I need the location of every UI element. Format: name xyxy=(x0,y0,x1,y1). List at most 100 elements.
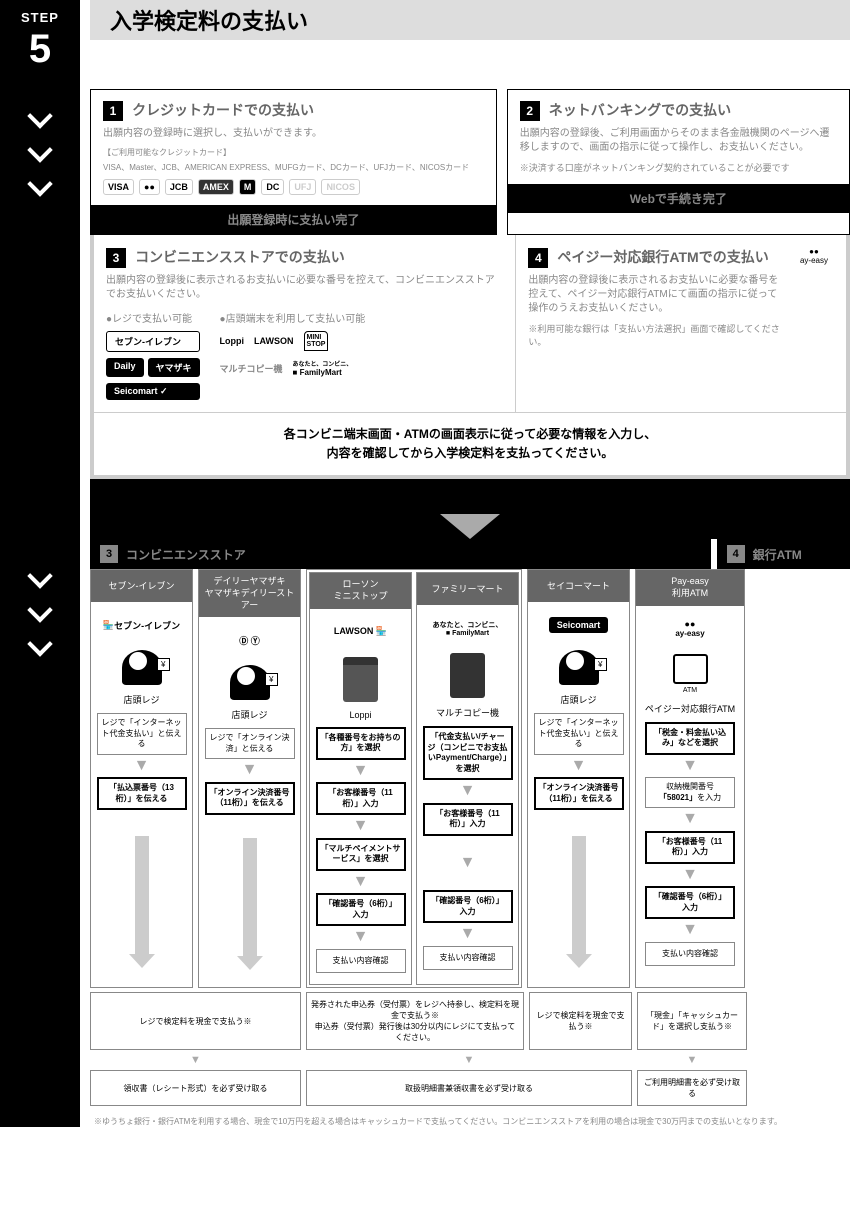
flow-step: 「各種番号をお持ちの方」を選択 xyxy=(316,727,406,760)
arrow-down-icon xyxy=(440,514,500,539)
method-note: ※決済する口座がネットバンキング契約されていることが必要です xyxy=(520,161,837,174)
sidebar-chevrons-2 xyxy=(0,539,80,1127)
flow-step: 「確認番号（6桁）」入力 xyxy=(645,886,735,919)
register-label: ●レジで支払い可能 xyxy=(106,310,200,325)
arrow-icon: ▼ xyxy=(353,876,369,889)
flow-step: 「代金支払い/チャージ（コンビニでお支払いPayment/Charge）」を選択 xyxy=(423,726,513,780)
flow-step: 「マルチペイメントサービス」を選択 xyxy=(316,838,406,871)
mastercard-icon: ●● xyxy=(139,179,160,195)
arrow-icon: ▼ xyxy=(637,1054,747,1066)
method-title: コンビニエンスストアでの支払い xyxy=(135,249,345,265)
footnote: ※ゆうちょ銀行・銀行ATMを利用する場合、現金で10万円を超える場合はキャッシュ… xyxy=(90,1116,850,1127)
flow-step: 「お客様番号（11桁）」入力 xyxy=(423,803,513,836)
arrow-icon: ▼ xyxy=(460,785,476,798)
method-credit-card: 1 クレジットカードでの支払い 出願内容の登録時に選択し、支払いができます。 【… xyxy=(90,89,497,235)
arrow-icon: ▼ xyxy=(682,924,698,937)
terminal-label: マルチコピー機 xyxy=(436,706,499,719)
flow-header: Pay-easy 利用ATM xyxy=(636,570,744,605)
flow-step: 「オンライン決済番号（11桁）」を伝える xyxy=(534,777,624,810)
payeasy-logo: ●●ay-easy xyxy=(794,247,834,348)
arrow-icon: ▼ xyxy=(90,1054,301,1066)
jcb-icon: JCB xyxy=(165,179,193,195)
flow-step: 「払込票番号（13桁）」を伝える xyxy=(97,777,187,810)
terminal-label: 店頭レジ xyxy=(560,693,596,706)
method-desc: 出願内容の登録後、ご利用画面からそのまま各金融機関のページへ遷移しますので、画面… xyxy=(520,127,837,155)
section-3-header: 3 コンビニエンスストア xyxy=(90,539,711,569)
section-4-header: 4 銀行ATM xyxy=(717,539,850,569)
flow-step: 「お客様番号（11桁）」入力 xyxy=(316,782,406,815)
seven-eleven-logo: セブン-イレブン xyxy=(106,331,200,352)
nicos-icon: NICOS xyxy=(321,179,360,195)
amex-icon: AMEX xyxy=(198,179,234,195)
method-title: ペイジー対応銀行ATMでの支払い xyxy=(557,249,768,265)
arrow-icon: ▼ xyxy=(682,813,698,826)
step-indicator: STEP 5 xyxy=(0,0,80,79)
flow-familymart: ファミリーマート あなたと、コンビニ、■ FamilyMart マルチコピー機 … xyxy=(416,572,519,985)
arrow-icon: ▼ xyxy=(682,760,698,773)
cards-subtitle: 【ご利用可能なクレジットカード】 xyxy=(103,147,484,158)
combined-methods-box: 3 コンビニエンスストアでの支払い 出願内容の登録後に表示されるお支払いに必要な… xyxy=(90,235,850,479)
receipt-instruction: 取扱明細書兼領収書を必ず受け取る xyxy=(306,1070,632,1106)
multicopy-label: マルチコピー機 xyxy=(220,362,283,375)
arrow-connector xyxy=(90,479,850,539)
sidebar-chevrons xyxy=(0,79,80,539)
method-number: 1 xyxy=(103,101,123,121)
flow-lawson: ローソン ミニストップ LAWSON 🏪 Loppi 「各種番号をお持ちの方」を… xyxy=(309,572,412,985)
multicopy-icon xyxy=(450,653,485,698)
loppi-label: Loppi xyxy=(220,336,245,346)
chevron-down-icon xyxy=(27,171,52,196)
chevron-down-icon xyxy=(27,632,52,657)
section-number: 3 xyxy=(100,545,118,563)
card-brand-icons: VISA ●● JCB AMEX M DC UFJ NICOS xyxy=(103,179,484,195)
pay-instruction: レジで検定料を現金で支払う※ xyxy=(90,992,301,1050)
flow-step: レジで「オンライン決済」と伝える xyxy=(205,728,295,759)
flow-step: 「お客様番号（11桁）」入力 xyxy=(645,831,735,864)
flow-payeasy: Pay-easy 利用ATM ●●ay-easy ペイジー対応銀行ATM 「税金… xyxy=(635,569,745,988)
daily-logo: Ⓓ Ⓨ xyxy=(239,625,260,655)
flow-group-terminal: ローソン ミニストップ LAWSON 🏪 Loppi 「各種番号をお持ちの方」を… xyxy=(306,569,522,988)
flow-step: 支払い内容確認 xyxy=(423,946,513,970)
method-convenience-store: 3 コンビニエンスストアでの支払い 出願内容の登録後に表示されるお支払いに必要な… xyxy=(94,235,516,412)
arrow-icon: ▼ xyxy=(353,820,369,833)
method-number: 3 xyxy=(106,248,126,268)
lawson-logo: LAWSON xyxy=(254,336,294,346)
yamazaki-logo: ヤマザキ xyxy=(148,358,200,377)
flow-step: レジで「インターネット代金支払い」と伝える xyxy=(534,713,624,754)
daily-logo: Daily xyxy=(106,358,144,377)
arrow-icon: ▼ xyxy=(460,857,476,870)
flow-header: セブン-イレブン xyxy=(91,570,192,602)
terminal-label: 店頭レジ xyxy=(231,708,267,721)
flow-header: デイリーヤマザキ ヤマザキデイリーストアー xyxy=(199,570,300,617)
pay-instruction: 発券された申込券（受付票）をレジへ持参し、検定料を現金で支払う※ 申込券（受付票… xyxy=(306,992,524,1050)
step-number: 5 xyxy=(2,29,78,69)
method-number: 4 xyxy=(528,248,548,268)
flow-step: 「確認番号（6桁）」入力 xyxy=(316,893,406,926)
chevron-down-icon xyxy=(27,598,52,623)
big-arrow-icon xyxy=(572,836,586,956)
cashier-icon xyxy=(559,650,599,685)
terminal-label: ペイジー対応銀行ATM xyxy=(645,702,735,715)
seicomart-logo: Seicomart xyxy=(549,610,609,640)
arrow-icon: ▼ xyxy=(353,931,369,944)
flow-step: 「税金・料金払い込み」などを選択 xyxy=(645,722,735,755)
method-desc: 出願内容の登録後に表示されるお支払いに必要な番号を控えて、コンビニエンスストアで… xyxy=(106,274,503,302)
flow-step: 「確認番号（6桁）」入力 xyxy=(423,890,513,923)
terminal-label: ●店頭端末を利用して支払い可能 xyxy=(220,310,366,325)
big-arrow-icon xyxy=(243,838,257,958)
payeasy-logo: ●●ay-easy xyxy=(675,614,704,644)
flow-step: 収納機関番号「58021」を入力 xyxy=(645,777,735,808)
method-netbanking: 2 ネットバンキングでの支払い 出願内容の登録後、ご利用画面からそのまま各金融機… xyxy=(507,89,850,235)
flow-header: ローソン ミニストップ xyxy=(310,573,411,608)
pay-instruction: レジで検定料を現金で支払う※ xyxy=(529,992,632,1050)
flow-step: レジで「インターネット代金支払い」と伝える xyxy=(97,713,187,754)
cashier-icon xyxy=(230,665,270,700)
method-title: クレジットカードでの支払い xyxy=(132,102,314,118)
receipt-instruction: ご利用明細書を必ず受け取る xyxy=(637,1070,747,1106)
flow-header: セイコーマート xyxy=(528,570,629,602)
method-footer: Webで手続き完了 xyxy=(508,184,849,213)
mufg-icon: M xyxy=(239,179,257,195)
cashier-icon xyxy=(122,650,162,685)
seven-eleven-logo: 🏪 セブン-イレブン xyxy=(103,610,180,640)
arrow-icon: ▼ xyxy=(571,760,587,773)
arrow-icon: ▼ xyxy=(353,765,369,778)
